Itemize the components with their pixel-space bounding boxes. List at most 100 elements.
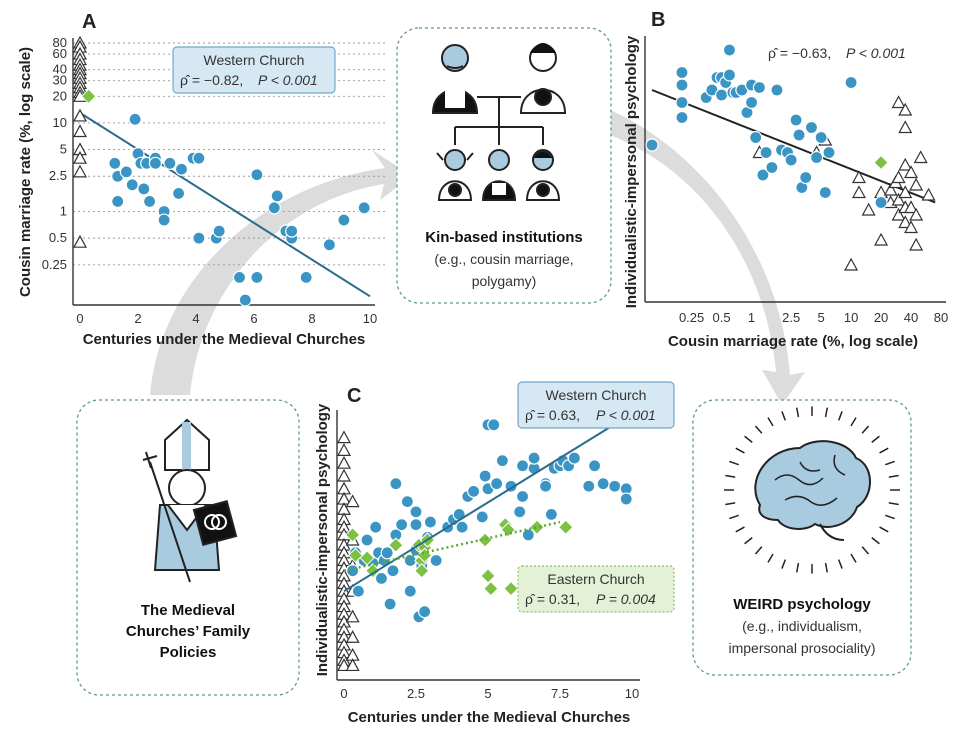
- panel-c-other-point: [336, 468, 352, 482]
- panel-a-western-point: [337, 213, 351, 227]
- panel-b-other-point: [904, 165, 919, 179]
- panel-c-western-point: [429, 553, 443, 568]
- panel-c-x-tick: 5: [484, 686, 491, 701]
- panel-a-other-point: [72, 150, 88, 164]
- panel-a-other-point: [72, 234, 88, 248]
- panel-b-western-point: [844, 75, 858, 90]
- panel-c-western-point: [346, 564, 360, 578]
- kin-subtitle-1: (e.g., cousin marriage,: [434, 251, 573, 267]
- panel-c-other-point: [336, 443, 352, 456]
- brain-ray: [781, 411, 787, 421]
- arrow-kin-to-weird: [610, 110, 805, 405]
- panel-a-western-point: [125, 178, 139, 192]
- panel-c-western-point: [374, 571, 389, 586]
- brain-ray: [754, 425, 763, 434]
- panel-c-eastern-rho: ρ̂ = 0.31,: [525, 591, 580, 607]
- panel-c-x-tick: 2.5: [407, 686, 425, 701]
- panel-b-other-point: [904, 220, 919, 234]
- panel-a-y-tick: 40: [53, 62, 67, 77]
- panel-b-other-point: [921, 187, 936, 201]
- panel-a-western-point: [322, 238, 336, 252]
- panel-a-western-point: [285, 224, 299, 238]
- panel-a-western-point: [192, 151, 206, 165]
- panel-c-western-point: [619, 492, 633, 506]
- panel-a-other-point: [72, 124, 88, 138]
- panel-a-stat-title: Western Church: [204, 52, 305, 68]
- panel-c-western-point: [418, 605, 432, 619]
- panel-c-eastern-point: [529, 519, 545, 535]
- panel-c-western-point: [478, 469, 492, 483]
- panel-c-western-fit-line: [343, 416, 627, 593]
- panel-c-western-point: [400, 495, 414, 509]
- panel-c-eastern-point: [477, 532, 493, 548]
- panel-c-western-point: [386, 564, 400, 578]
- panel-b-xlabel: Cousin marriage rate (%, log scale): [668, 333, 918, 350]
- brain-ray: [871, 435, 880, 443]
- panel-c-western-point: [389, 477, 403, 491]
- panel-c-western-stat-box: Western Church ρ̂ = 0.63, P < 0.001: [517, 381, 675, 429]
- panel-b-other-point: [874, 185, 889, 199]
- brain-ray: [824, 407, 829, 418]
- panel-a-western-point: [119, 165, 134, 179]
- panel-a-ylabel: Cousin marriage rate (%, log scale): [17, 47, 34, 297]
- panel-c-western-point: [475, 510, 489, 524]
- panel-a-x-tick: 0: [76, 311, 83, 326]
- panel-c-western-point: [513, 505, 527, 519]
- panel-b-western-point: [818, 185, 832, 200]
- panel-b-western-point: [809, 150, 824, 165]
- panel-a-p: P < 0.001: [258, 72, 318, 88]
- panel-a-x-tick: 4: [192, 311, 199, 326]
- panel-a-western-point: [250, 270, 264, 285]
- panel-c-western-point: [582, 479, 596, 493]
- brain-icon: [724, 406, 900, 574]
- panel-c-other-point: [345, 630, 360, 643]
- panel-b-other-point: [904, 200, 919, 214]
- panel-b-western-point: [765, 160, 779, 175]
- panel-b-x-tick: 10: [844, 310, 858, 325]
- panel-c-eastern-p: P = 0.004: [596, 591, 656, 607]
- panel-a-western-point: [192, 231, 206, 245]
- flow-arrows: [150, 110, 805, 405]
- weird-subtitle-1: (e.g., individualism,: [742, 618, 862, 634]
- panel-a-western-point: [148, 156, 162, 170]
- panel-b-other-point: [874, 232, 889, 246]
- panel-b-western-point: [722, 43, 737, 57]
- brain-ray: [795, 562, 800, 573]
- panel-b-western-point: [756, 168, 770, 182]
- panel-b-western-point: [759, 145, 773, 160]
- panel-a-y-tick: 60: [53, 46, 67, 61]
- panel-c-ylabel: Individualistic-impersonal psychology: [314, 403, 331, 676]
- panel-b-x-tick: 80: [934, 310, 948, 325]
- panel-c-western-point: [608, 479, 622, 493]
- panel-b-fit-line: [651, 89, 936, 204]
- panel-b-western-point: [784, 153, 798, 167]
- panel-b-x-tick: 0.25: [679, 310, 704, 325]
- panel-a-western-point: [174, 162, 189, 176]
- panel-a-other-point: [72, 108, 88, 122]
- panel-a-western-point: [357, 201, 371, 215]
- panel-b-label: B: [651, 9, 665, 31]
- brain-ray: [861, 425, 870, 434]
- brain-ray: [725, 474, 736, 478]
- panel-b-other-point: [909, 177, 924, 191]
- panel-b-western-point: [792, 128, 806, 142]
- panel-c-x-tick: 7.5: [551, 686, 569, 701]
- panel-b-western-point: [804, 120, 819, 135]
- panel-b-other-point: [851, 170, 866, 184]
- panel-c-western-point: [383, 597, 397, 611]
- panel-c-eastern-point: [344, 527, 361, 543]
- brain-ray: [767, 417, 774, 427]
- panel-b-other-point: [898, 215, 913, 229]
- panel-a-x-tick: 6: [250, 311, 257, 326]
- panel-c-eastern-title: Eastern Church: [547, 571, 644, 587]
- panel-c-eastern-point: [359, 550, 375, 566]
- panel-a-y-tick: 0.5: [49, 230, 67, 245]
- panel-b-x-tick: 2.5: [782, 310, 800, 325]
- panel-c-eastern-point: [388, 537, 404, 553]
- panel-b-other-point: [898, 102, 913, 116]
- panel-b-other-point: [898, 157, 913, 171]
- panel-b-x-tick: 5: [818, 310, 825, 325]
- panel-c-western-point: [527, 451, 541, 465]
